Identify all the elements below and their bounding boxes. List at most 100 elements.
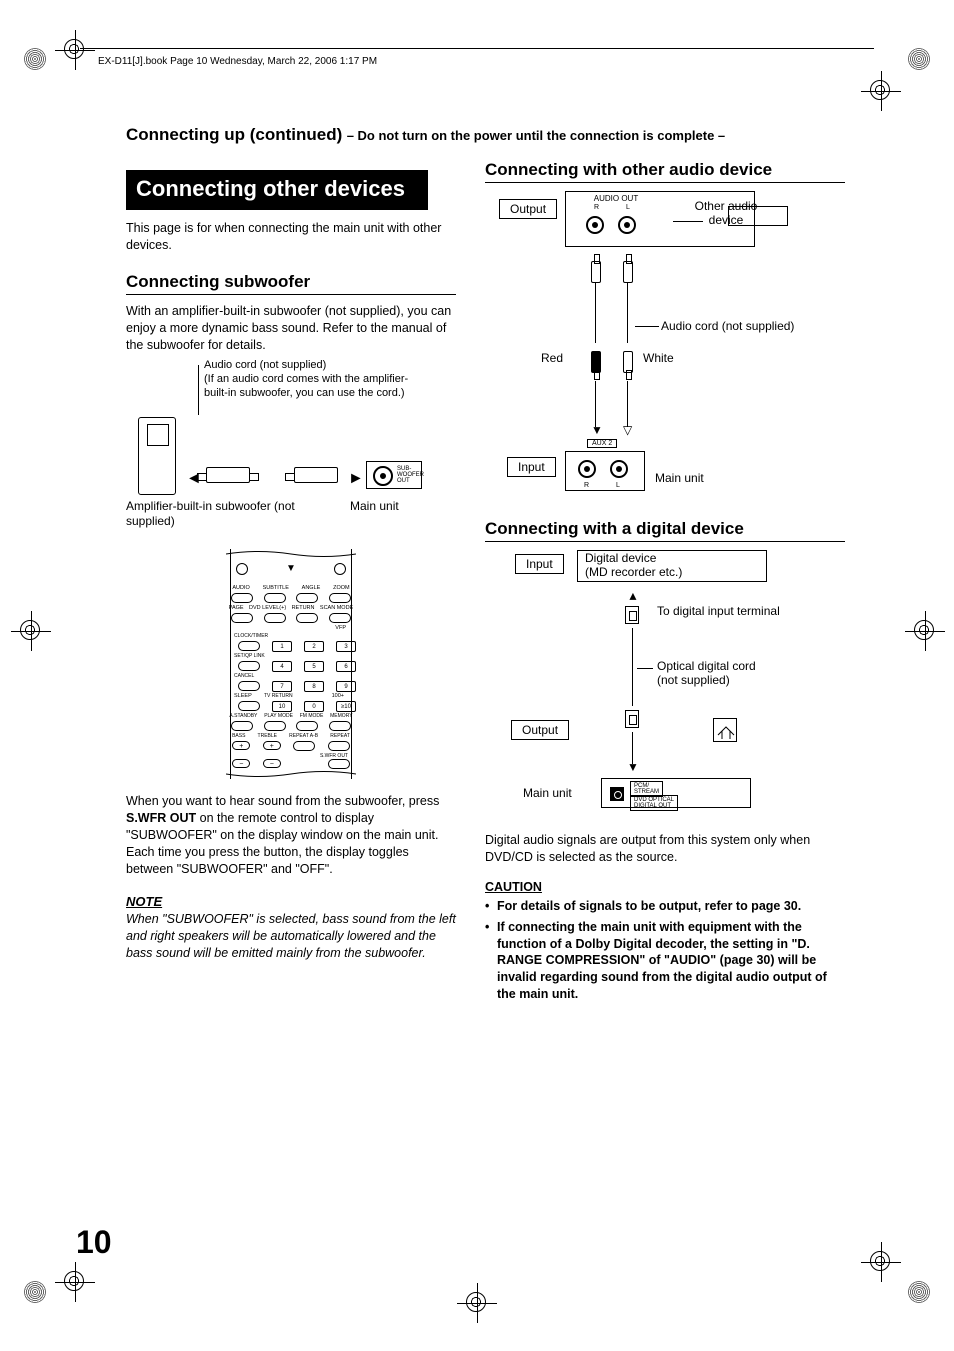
swfr-bold: S.WFR OUT [126, 811, 196, 825]
rc-label: ZOOM [333, 585, 350, 591]
left-column: Connecting other devices This page is fo… [126, 170, 456, 961]
leader-line [673, 221, 703, 222]
plug-icon [623, 261, 633, 283]
white-label: White [643, 351, 674, 365]
crop-dot-br [908, 1281, 930, 1303]
arrow-down-icon: ▼ [591, 423, 603, 437]
remote-button [296, 721, 318, 731]
digital-diagram: Input Digital device (MD recorder etc.) … [485, 550, 845, 830]
remote-button [231, 613, 253, 623]
audio-diagram: AUDIO OUT R L Output Other audio device … [485, 191, 845, 501]
remote-num-button: 7 [272, 681, 292, 692]
rc-label: SET/QP LINK [234, 653, 265, 659]
wire [627, 283, 628, 343]
rc-label: SLEEP [234, 693, 252, 699]
arrow-down-icon: ▼ [627, 760, 639, 774]
rc-label: ANGLE [302, 585, 321, 591]
l-label: L [626, 204, 630, 211]
remote-button [264, 721, 286, 731]
remote-row-labels: BASS TREBLE REPEAT A-B REPEAT [226, 733, 356, 739]
crop-dot-bl [24, 1281, 46, 1303]
crop-mark-br [870, 1251, 890, 1271]
swfr-text-1: When you want to hear sound from the sub… [126, 794, 439, 808]
optical-plug-icon [625, 606, 639, 624]
remote-num-button: 10 [272, 701, 292, 712]
rc-label: TREBLE [258, 733, 277, 739]
main-unit-label: Main unit [350, 499, 399, 514]
remote-num-button: 4 [272, 661, 292, 672]
remote-hole-icon [236, 563, 248, 575]
rc-label: DVD LEVEL(+) [249, 605, 286, 611]
header-text: EX-D11[J].book Page 10 Wednesday, March … [98, 56, 377, 67]
leader-line [637, 668, 653, 669]
rc-label: FM MODE [300, 713, 324, 719]
rc-label: VFP [335, 625, 346, 631]
remote-row: − − [226, 759, 356, 769]
main-unit-label: Main unit [655, 471, 704, 485]
subwoofer-out-jack: SUB- WOOFER OUT [366, 461, 422, 489]
output-label: Output [511, 720, 569, 740]
remote-button [329, 721, 351, 731]
remote-row: + + [226, 741, 356, 751]
remote-hole-icon [334, 563, 346, 575]
crop-dot-tr [908, 48, 930, 70]
plug-icon [294, 467, 338, 483]
digital-device-label: Digital device (MD recorder etc.) [585, 552, 682, 580]
optical-plug-icon [625, 710, 639, 728]
remote-button [328, 759, 350, 769]
right-column: Connecting with other audio device AUDIO… [485, 160, 845, 1007]
input-label: Input [515, 554, 564, 574]
remote-button [329, 593, 351, 603]
plug-icon [206, 467, 250, 483]
aux2-label: AUX 2 [587, 439, 617, 448]
digital-body-text: Digital audio signals are output from th… [485, 832, 845, 866]
to-terminal-label: To digital input terminal [657, 604, 780, 618]
crop-mark-tr [870, 80, 890, 100]
main-unit-box: PCM/ STREAM DVD OPTICAL DIGITAL OUT [601, 778, 751, 808]
wire [632, 628, 633, 706]
remote-row [226, 613, 356, 623]
plug-icon [591, 261, 601, 283]
caution-list: For details of signals to be output, ref… [485, 898, 845, 1003]
cord-caption: Audio cord (not supplied) (If an audio c… [204, 359, 424, 400]
caption-leader [198, 365, 204, 415]
subwoofer-text: With an amplifier-built-in subwoofer (no… [126, 303, 456, 354]
corner-icon [713, 718, 737, 742]
rc-label: PLAY MODE [264, 713, 293, 719]
remote-button [296, 593, 318, 603]
remote-button [296, 613, 318, 623]
wire [595, 283, 596, 343]
caution-item: For details of signals to be output, ref… [485, 898, 845, 915]
rc-label: TV RETURN [264, 693, 293, 699]
section-band: Connecting other devices [126, 170, 428, 210]
remote-row: 1 2 3 [232, 641, 362, 652]
subwoofer-diagram: Audio cord (not supplied) (If an audio c… [126, 359, 456, 539]
remote-button: + [232, 741, 250, 750]
optical-cord-label: Optical digital cord (not supplied) [657, 660, 756, 688]
red-label: Red [541, 351, 563, 365]
remote-button [238, 681, 260, 691]
other-device-label: Other audio device [681, 199, 771, 227]
r-label: R [594, 204, 599, 211]
remote-num-button: 9 [336, 681, 356, 692]
r-label: R [584, 482, 589, 489]
crop-dot-tl [24, 48, 46, 70]
digital-heading: Connecting with a digital device [485, 519, 845, 542]
remote-button [238, 701, 260, 711]
subwoofer-icon [138, 417, 176, 495]
main-unit-box: R L [565, 451, 645, 491]
remote-num-button: 2 [304, 641, 324, 652]
remote-row: 4 5 6 [232, 661, 362, 672]
note-body: When "SUBWOOFER" is selected, bass sound… [126, 911, 456, 962]
amp-subwoofer-label: Amplifier-built-in subwoofer (not suppli… [126, 499, 306, 528]
arrow-down-icon: ▽ [623, 423, 632, 437]
input-label: Input [507, 457, 556, 477]
page-title-main: Connecting up (continued) [126, 125, 342, 144]
remote-button [328, 741, 350, 751]
audio-out-label: AUDIO OUT [586, 194, 646, 203]
jack-ring-icon [618, 216, 636, 234]
break-line-icon [226, 769, 356, 779]
rc-label: MEMORY [330, 713, 352, 719]
crop-mark-bl [64, 1271, 84, 1291]
note-heading: NOTE [126, 894, 456, 909]
